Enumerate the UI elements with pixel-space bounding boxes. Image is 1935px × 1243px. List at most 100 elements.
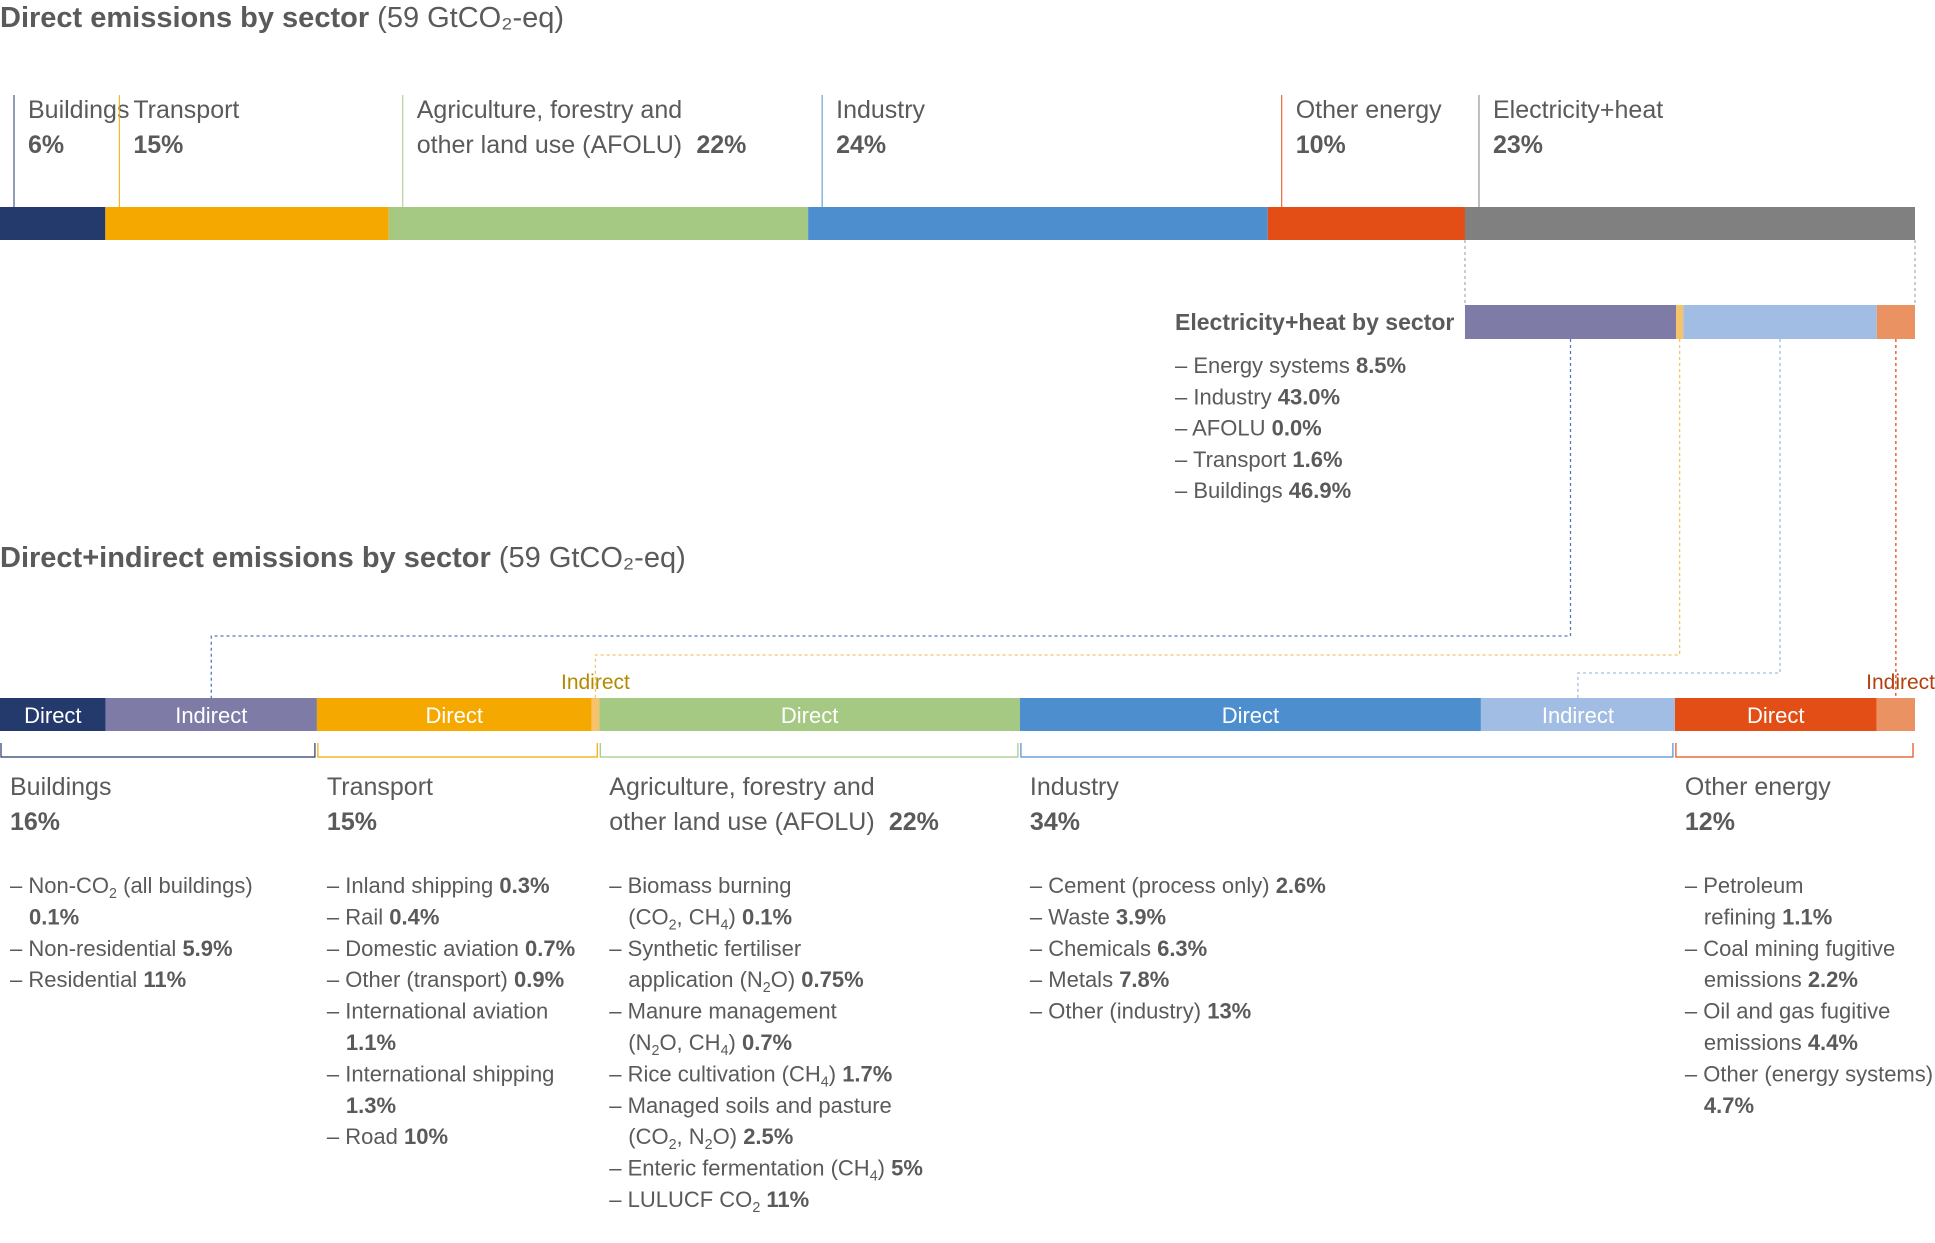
group-1-item-3: – Other (transport) 0.9%	[327, 967, 564, 992]
direct-bar-0	[0, 207, 106, 240]
group-2-item-5: (N2​O, CH4​) 0.7%	[628, 1030, 792, 1059]
group-0-item-2: – Non-residential 5.9%	[10, 936, 233, 961]
combined-bar-label-1: Indirect	[175, 703, 247, 728]
connector-transport	[594, 339, 1681, 698]
group-2-item-4: – Manure management	[609, 999, 836, 1024]
group-pct-2: 22%	[889, 808, 939, 836]
eh-bar-1	[1683, 305, 1877, 339]
group-1-item-4: – International aviation	[327, 999, 548, 1024]
eh-item-0: – Energy systems 8.5%	[1175, 353, 1406, 378]
group-2-item-0: – Biomass burning	[609, 873, 791, 898]
group-bracket-4	[1675, 743, 1914, 758]
group-bracket-3	[1020, 743, 1674, 758]
group-0-item-3: – Residential 11%	[10, 967, 186, 992]
direct-pct-5: 23%	[1493, 131, 1543, 159]
group-name-2: Agriculture, forestry and	[609, 773, 874, 801]
group-name-4: Other energy	[1685, 773, 1831, 801]
group-4-item-2: – Coal mining fugitive	[1685, 936, 1895, 961]
group-pct-4: 12%	[1685, 808, 1735, 836]
combined-bar-8	[1876, 698, 1915, 731]
group-2-item-6: – Rice cultivation (CH4​) 1.7%	[609, 1061, 892, 1090]
group-4-item-4: – Oil and gas fugitive	[1685, 999, 1890, 1024]
direct-label-4: Other energy	[1296, 96, 1442, 124]
group-4-item-5: emissions 4.4%	[1704, 1030, 1858, 1055]
direct-label-5: Electricity+heat	[1493, 96, 1663, 124]
group-bracket-2	[599, 743, 1019, 758]
group-name2-2: other land use (AFOLU)	[609, 808, 874, 836]
group-0-item-0: – Non-CO2​ (all buildings)	[10, 873, 253, 902]
connector-industry	[1577, 339, 1781, 698]
group-4-item-3: emissions 2.2%	[1704, 967, 1858, 992]
group-bracket-0	[0, 743, 316, 758]
group-1-item-1: – Rail 0.4%	[327, 904, 440, 929]
group-pct-3: 34%	[1030, 808, 1080, 836]
combined-bar-label-7: Direct	[1747, 703, 1804, 728]
combined-bar-label-2: Direct	[426, 703, 483, 728]
combined-bar-1	[105, 698, 317, 731]
combined-chart-title: Direct+indirect emissions by sector (59 …	[0, 542, 686, 574]
group-4-item-0: – Petroleum	[1685, 873, 1804, 898]
direct-pct-2: 22%	[696, 131, 746, 159]
direct-pct-4: 10%	[1296, 131, 1346, 159]
group-1-item-7: 1.3%	[346, 1093, 396, 1118]
group-bracket-1	[317, 743, 598, 758]
combined-bar-label-0: Direct	[24, 703, 81, 728]
eh-item-4: – Buildings 46.9%	[1175, 478, 1351, 503]
direct-label2-2: other land use (AFOLU)	[417, 131, 682, 159]
group-4-item-7: 4.7%	[1704, 1093, 1754, 1118]
group-1-item-5: 1.1%	[346, 1030, 396, 1055]
eh-title: Electricity+heat by sector	[1175, 309, 1454, 335]
group-1-item-2: – Domestic aviation 0.7%	[327, 936, 575, 961]
group-3-item-4: – Other (industry) 13%	[1030, 999, 1251, 1024]
combined-bar-3	[591, 698, 600, 731]
combined-bar-6	[1480, 698, 1675, 731]
direct-bar-3	[808, 207, 1268, 240]
eh-bar-0	[1876, 305, 1915, 339]
direct-label-1: Transport	[133, 96, 239, 124]
combined-bar-label-4: Direct	[781, 703, 838, 728]
group-name-1: Transport	[327, 773, 433, 801]
connector-buildings	[210, 339, 1572, 698]
group-2-item-3: application (N2​O) 0.75%	[628, 967, 863, 996]
direct-label-2: Agriculture, forestry and	[417, 96, 682, 124]
group-0-item-1: 0.1%	[29, 904, 79, 929]
combined-bar-label-6: Indirect	[1542, 703, 1614, 728]
transport-indirect-label: Indirect	[561, 671, 630, 694]
group-1-item-6: – International shipping	[327, 1061, 555, 1086]
direct-pct-3: 24%	[836, 131, 886, 159]
group-2-item-1: (CO2​, CH4​) 0.1%	[628, 904, 792, 933]
combined-bar-2	[316, 698, 592, 731]
eh-item-2: – AFOLU 0.0%	[1175, 416, 1322, 441]
combined-bar-4	[599, 698, 1020, 731]
group-4-item-6: – Other (energy systems)	[1685, 1061, 1933, 1086]
direct-bar-4	[1267, 207, 1465, 240]
group-pct-0: 16%	[10, 808, 60, 836]
group-4-item-1: refining 1.1%	[1704, 904, 1832, 929]
group-2-item-2: – Synthetic fertiliser	[609, 936, 801, 961]
combined-bar-5	[1019, 698, 1481, 731]
direct-bar-1	[105, 207, 389, 240]
combined-bar-7	[1674, 698, 1877, 731]
eh-bar-3	[1676, 305, 1684, 339]
group-pct-1: 15%	[327, 808, 377, 836]
group-3-item-1: – Waste 3.9%	[1030, 904, 1166, 929]
direct-bar-2	[388, 207, 809, 240]
direct-chart-title: Direct emissions by sector (59 GtCO₂-eq)	[0, 2, 564, 34]
direct-label-3: Industry	[836, 96, 925, 124]
group-2-item-9: – Enteric fermentation (CH4​) 5%	[609, 1156, 923, 1185]
group-name-3: Industry	[1030, 773, 1119, 801]
group-2-item-10: – LULUCF CO2​ 11%	[609, 1187, 809, 1216]
direct-pct-0: 6%	[28, 131, 64, 159]
combined-bar-label-5: Direct	[1222, 703, 1279, 728]
eh-item-1: – Industry 43.0%	[1175, 384, 1340, 409]
direct-bar-5	[1464, 207, 1915, 240]
group-3-item-3: – Metals 7.8%	[1030, 967, 1169, 992]
group-2-item-8: (CO2​, N2​O) 2.5%	[628, 1124, 793, 1153]
group-2-item-7: – Managed soils and pasture	[609, 1093, 892, 1118]
combined-bar-0	[0, 698, 106, 731]
group-3-item-0: – Cement (process only) 2.6%	[1030, 873, 1326, 898]
group-1-item-0: – Inland shipping 0.3%	[327, 873, 550, 898]
direct-label-0: Buildings	[28, 96, 129, 124]
direct-pct-1: 15%	[133, 131, 183, 159]
